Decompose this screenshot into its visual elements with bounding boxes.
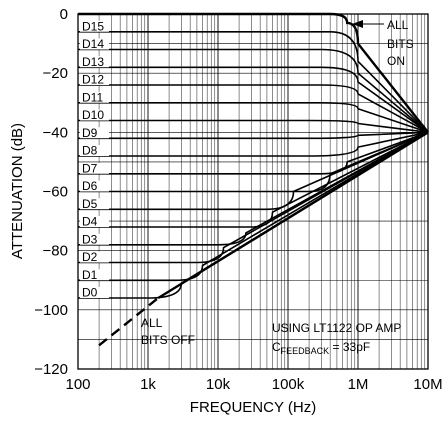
curve-d8: [78, 131, 429, 157]
curve-labels: D15 D14 D13 D12 D11 D10 D9 D8 D7 D6 D5 D4 D3 D2 D1 D0: [80, 19, 109, 300]
cfeedback-subscript: FEEDBACK: [281, 346, 330, 356]
curve-d11: [78, 102, 429, 134]
all-bits-off-line2: BITS OFF: [141, 333, 195, 347]
all-bits-on-line1: ALL: [387, 18, 409, 32]
curve-label-text: D1: [82, 268, 98, 282]
curve-d12: [78, 84, 429, 134]
x-axis-title: FREQUENCY (Hz): [190, 399, 316, 416]
curve-d1: [78, 131, 429, 282]
curve-d15: [78, 31, 429, 133]
all-bits-on-arrowhead: [352, 20, 363, 28]
y-tick-label: −80: [43, 243, 68, 260]
curve-label-backing: [80, 20, 109, 32]
curve-label-backing: [80, 269, 109, 281]
curve-d6: [78, 131, 429, 193]
op-amp-note: USING LT1122 OP AMP CFEEDBACK = 33pF: [272, 321, 401, 356]
curve-label-d8: D8: [80, 144, 109, 158]
curve-label-backing: [80, 74, 109, 85]
curve-label-backing: [80, 56, 109, 68]
curve-label-text: D15: [82, 19, 104, 33]
curve-d2: [78, 131, 429, 264]
all-bits-off-line1: ALL: [141, 316, 163, 330]
y-axis-title: ATTENUATION (dB): [9, 123, 26, 259]
curve-label-backing: [80, 233, 109, 245]
curve-label-backing: [80, 216, 109, 227]
y-tick-label: −100: [34, 302, 68, 319]
curve-label-text: D13: [82, 55, 104, 69]
x-tick-label: 10k: [206, 376, 231, 393]
curve-label-d15: D15: [80, 19, 109, 33]
curve-label-backing: [80, 180, 109, 192]
curve-d10: [78, 119, 429, 134]
op-amp-label: USING LT1122 OP AMP: [272, 321, 401, 335]
curve-label-backing: [80, 109, 109, 121]
cfeedback-c: C: [272, 340, 281, 354]
curve-label-d6: D6: [80, 179, 109, 193]
curve-all-bits-off-extrapolation: [98, 297, 159, 347]
curve-label-backing: [80, 162, 109, 174]
x-tick-label: 1M: [348, 376, 369, 393]
curve-label-d10: D10: [80, 108, 109, 122]
curve-d4: [78, 131, 429, 228]
cfeedback-value: = 33pF: [329, 340, 370, 354]
curve-label-d14: D14: [80, 37, 109, 51]
curve-label-d13: D13: [80, 55, 109, 69]
all-bits-on-line3: ON: [387, 54, 405, 68]
curve-all-bits-off: [157, 131, 429, 300]
x-tick-label: 100: [65, 376, 90, 393]
curve-label-backing: [80, 38, 109, 50]
curve-label-backing: [80, 251, 109, 263]
curve-label-text: D5: [82, 197, 98, 211]
curve-label-text: D8: [82, 144, 98, 158]
curve-label-text: D7: [82, 161, 98, 175]
curve-d9: [78, 131, 429, 140]
curve-all-bits-on: [78, 12, 429, 134]
curve-label-d4: D4: [80, 215, 109, 229]
y-tick-label: −120: [34, 361, 68, 378]
all-bits-off-annotation: ALL BITS OFF: [141, 316, 195, 347]
curve-label-text: D10: [82, 108, 104, 122]
curve-label-text: D14: [82, 37, 104, 51]
curve-label-text: D12: [82, 73, 104, 87]
curve-label-text: D0: [82, 286, 98, 300]
curve-label-d12: D12: [80, 73, 109, 87]
curve-label-text: D3: [82, 232, 98, 246]
tick-labels: 100 1k 10k 100k 1M 10M 0 −20 −40 −60 −80 −100 −120: [34, 6, 442, 393]
curve-label-d3: D3: [80, 232, 109, 246]
x-tick-label: 100k: [272, 376, 305, 393]
curve-label-backing: [80, 91, 109, 103]
all-bits-on-line2: BITS: [387, 37, 414, 51]
y-tick-label: −60: [43, 184, 68, 201]
curve-label-d11: D11: [80, 90, 109, 104]
curves: [78, 12, 429, 347]
curve-label-d0: D0: [80, 286, 109, 300]
curve-d13: [78, 66, 429, 133]
curve-label-d7: D7: [80, 161, 109, 175]
curve-label-backing: [80, 145, 109, 156]
curve-label-text: D9: [82, 126, 98, 140]
all-bits-on-annotation: ALL BITS ON: [352, 18, 414, 68]
curve-label-text: D11: [82, 90, 103, 104]
curve-label-d1: D1: [80, 268, 109, 282]
y-tick-label: −40: [43, 124, 68, 141]
x-tick-label: 10M: [413, 376, 442, 393]
curve-d0: [78, 131, 429, 299]
curve-label-text: D2: [82, 250, 98, 264]
curve-label-d5: D5: [80, 197, 109, 211]
curve-label-backing: [80, 127, 109, 139]
cfeedback-label: CFEEDBACK = 33pF: [272, 340, 370, 356]
x-tick-label: 1k: [140, 376, 156, 393]
y-tick-label: −20: [43, 65, 68, 82]
curve-d3: [78, 131, 429, 246]
curve-d14: [78, 48, 429, 133]
curve-label-d9: D9: [80, 126, 109, 140]
curve-label-text: D4: [82, 215, 98, 229]
curve-label-d2: D2: [80, 250, 109, 264]
curve-label-backing: [80, 287, 109, 298]
y-tick-label: 0: [60, 6, 68, 23]
curve-label-backing: [80, 198, 109, 210]
curve-label-text: D6: [82, 179, 98, 193]
